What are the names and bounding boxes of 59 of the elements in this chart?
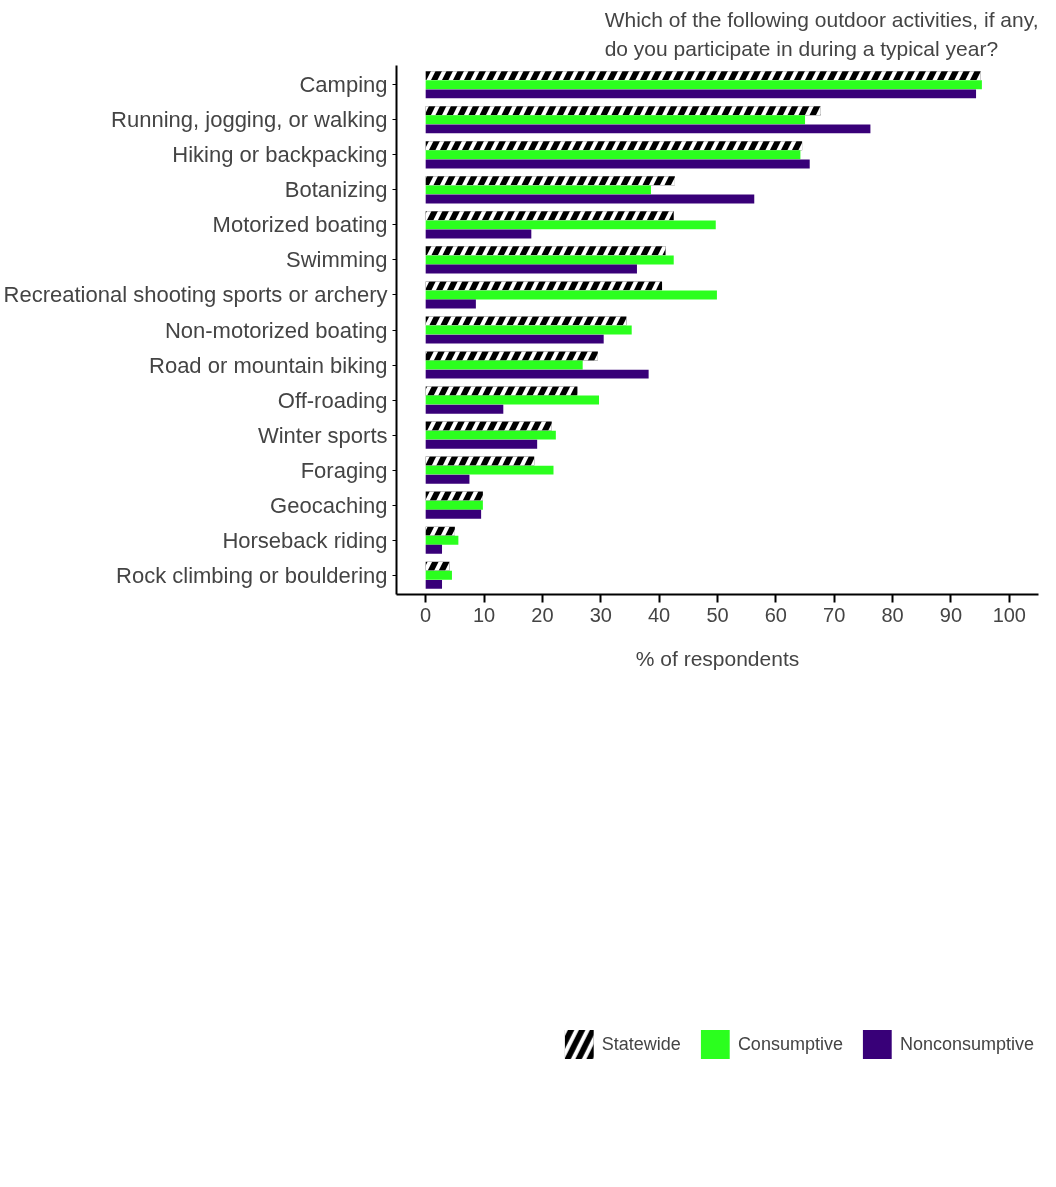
x-tick-label: 20	[531, 603, 554, 626]
bar	[425, 360, 583, 370]
y-tick-label: Horseback riding	[222, 527, 388, 553]
bar	[425, 500, 483, 510]
bar	[425, 579, 443, 589]
y-tick-label: Off-roading	[277, 387, 388, 413]
y-tick-label: Geocaching	[270, 492, 388, 518]
x-tick-label: 100	[992, 603, 1027, 626]
bar	[425, 404, 504, 414]
x-axis-title: % of respondents	[635, 646, 800, 670]
bar	[425, 535, 459, 545]
bar	[425, 334, 604, 344]
x-tick-label: 80	[881, 603, 904, 626]
y-tick-label: Hiking or backpacking	[172, 142, 388, 168]
bar	[425, 124, 871, 134]
bar	[425, 255, 674, 265]
x-tick-label: 0	[420, 603, 432, 626]
bar	[425, 395, 600, 405]
y-tick-label: Foraging	[300, 457, 388, 483]
bar	[425, 465, 554, 475]
bar	[425, 439, 538, 449]
bar	[425, 509, 482, 519]
legend-label: Statewide	[601, 1033, 681, 1055]
y-tick-label: Swimming	[286, 247, 388, 273]
x-tick-label: 50	[706, 603, 729, 626]
legend-label: Nonconsumptive	[899, 1033, 1034, 1055]
bar	[425, 220, 716, 230]
x-tick-label: 30	[589, 603, 612, 626]
y-tick-label: Running, jogging, or walking	[111, 107, 388, 133]
bar	[425, 430, 556, 440]
bar	[425, 115, 806, 125]
y-tick-label: Motorized boating	[212, 212, 388, 238]
x-tick-label: 90	[939, 603, 963, 626]
x-tick-label: 40	[648, 603, 671, 626]
bar	[425, 474, 470, 484]
bar	[425, 264, 637, 274]
bar	[425, 150, 801, 160]
chart-title: Which of the following outdoor activities, if any, do you participate in during a typical year?	[604, 7, 1039, 61]
bar	[425, 570, 452, 580]
bar	[425, 544, 443, 554]
y-tick-label: Recreational shooting sports or archery	[3, 282, 388, 308]
bar	[425, 325, 632, 335]
bar	[425, 80, 982, 90]
y-tick-label: Road or mountain biking	[149, 352, 388, 378]
y-tick-label: Non-motorized boating	[164, 317, 388, 343]
bar	[425, 369, 649, 379]
x-tick-label: 10	[472, 603, 496, 626]
y-tick-label: Winter sports	[257, 422, 388, 448]
bar	[425, 185, 651, 195]
bar	[425, 299, 476, 309]
bar	[425, 290, 717, 300]
y-tick-label: Camping	[299, 72, 388, 98]
y-tick-label: Botanizing	[284, 177, 388, 203]
x-tick-label: 70	[823, 603, 846, 626]
bar	[425, 159, 810, 169]
y-tick-label: Rock climbing or bouldering	[116, 562, 388, 588]
x-tick-label: 60	[764, 603, 787, 626]
legend-label: Consumptive	[737, 1033, 843, 1055]
bar	[425, 89, 977, 99]
